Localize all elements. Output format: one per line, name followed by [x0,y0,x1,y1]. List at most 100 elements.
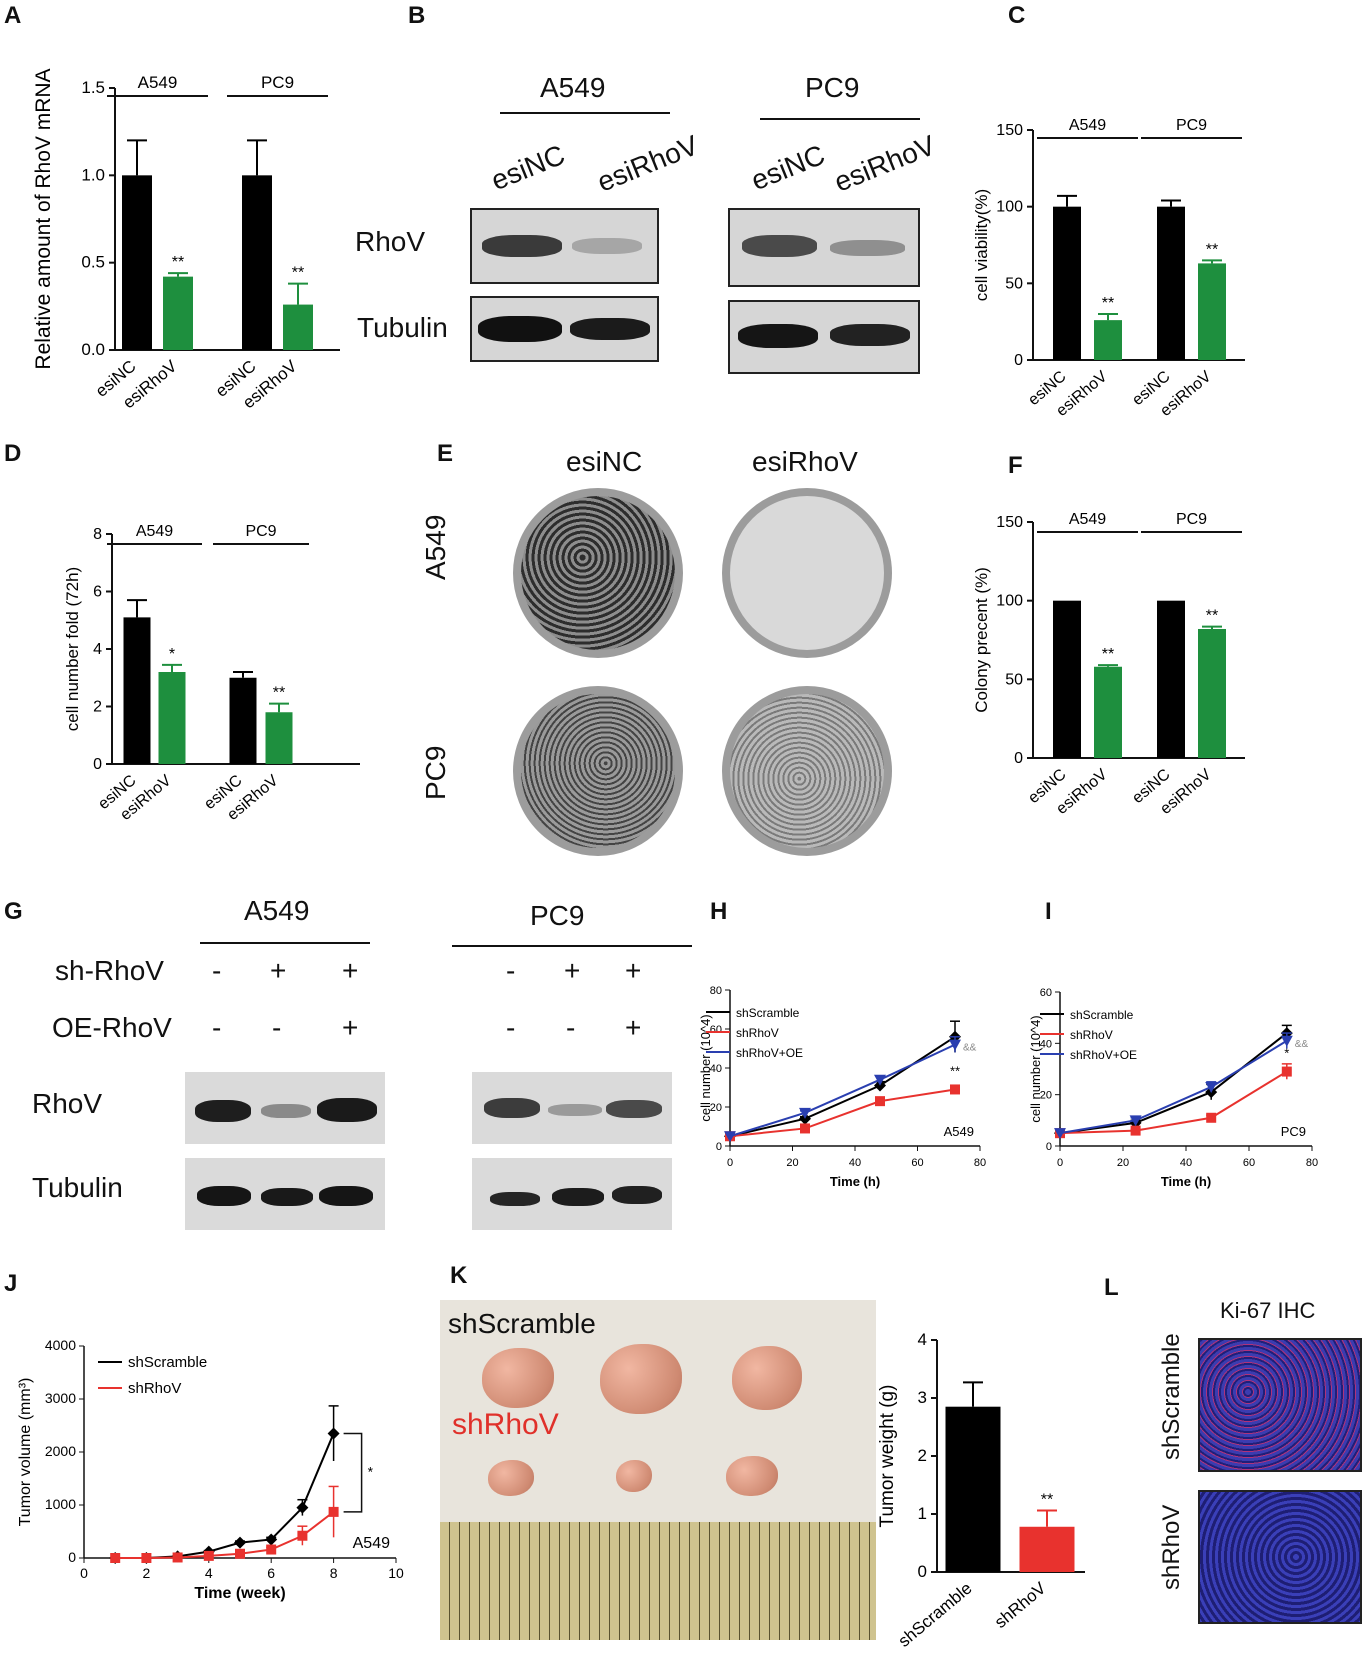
y-tick-label: 150 [996,514,1023,531]
tumor-shrhov-1 [488,1460,534,1496]
tumor-shrhov-2 [616,1460,652,1492]
y-tick-label: 8 [93,526,102,543]
chart-annotation: PC9 [1281,1124,1306,1139]
blot-g-row-tubulin: Tubulin [32,1172,123,1203]
significance-mark: ** [1102,646,1114,663]
legend-label: shRhoV [128,1380,181,1397]
y-tick-label: 150 [996,122,1023,139]
y-axis-label: cell number (10^4) [700,1014,713,1121]
data-point [1130,1125,1141,1136]
panel-letter-c: C [1008,2,1026,29]
data-point [950,1084,960,1095]
y-tick-label: 3 [918,1388,927,1407]
x-tick-label: 60 [911,1157,923,1169]
blot-g-pc9-line [452,945,692,947]
group-label: A549 [1069,511,1106,528]
legend-label: shRhoV [1070,1028,1113,1042]
significance-mark: && [963,1043,977,1054]
blot-g-pc9-sh-1: - [506,955,516,986]
x-tick-label: 4 [205,1565,213,1581]
data-point [235,1548,245,1559]
group-label: A549 [136,523,173,540]
y-axis-label: cell viability(%) [972,189,991,301]
x-tick-label: 0 [727,1157,733,1169]
y-tick-label: 0 [1014,750,1023,767]
plates-e-row-pc9: PC9 [420,745,451,800]
group-label: A549 [138,73,178,92]
y-tick-label: 4 [93,641,102,658]
y-axis-label: cell number fold (72h) [63,567,82,731]
y-tick-label: 100 [996,199,1023,216]
series-line [729,1088,956,1138]
y-tick-label: 40 [1040,1038,1052,1050]
y-tick-label: 1 [918,1504,927,1523]
panel-letter-f: F [1008,452,1023,479]
ihc-l-row-shscramble: shScramble [1158,1333,1185,1460]
x-tick-label: 10 [388,1565,404,1581]
data-point [800,1123,810,1134]
panel-letter-l: L [1104,1274,1119,1301]
bar [283,304,313,350]
series-line [1059,1032,1288,1135]
group-label: PC9 [1176,117,1207,134]
bar [122,175,152,350]
panel-letter-d: D [4,440,22,467]
x-tick-label: 0 [80,1565,88,1581]
blot-b-cell-a549: A549 [540,72,606,103]
blot-g-pc9-oe-1: - [506,1012,516,1043]
tumor-shscramble-1 [482,1348,554,1408]
bar [1053,206,1081,360]
legend-label: shRhoV+OE [736,1046,803,1060]
blot-b-lane-esinc-1: esiNC [486,138,570,197]
blot-b-lane-esirhov-1: esiRhoV [592,129,703,198]
blot-b-pc9-tubulin [728,300,920,374]
blot-g-pc9-sh-3: + [625,955,642,986]
blot-g-a549-tubulin [185,1158,385,1230]
bar [242,175,272,350]
photo-k-label-shrhov: shRhoV [452,1408,559,1441]
blot-b-lane-esirhov-2: esiRhoV [829,129,940,198]
blot-g-pc9-oe-2: - [566,1012,576,1043]
data-point [874,1074,886,1086]
group-label: PC9 [1176,511,1207,528]
ihc-l-shscramble [1198,1338,1362,1472]
y-tick-label: 0 [68,1549,76,1565]
tumor-shrhov-3 [726,1456,778,1496]
y-tick-label: 3000 [45,1390,76,1406]
series-line [115,1511,335,1559]
chart-a-rhov-mrna: 0.0 0.5 1.0 1.5 Relative amount of RhoV mRNA… [32,68,340,412]
data-point [724,1131,736,1143]
blot-b-pc9-line [760,118,920,120]
ruler [440,1522,876,1640]
legend-label: shRhoV+OE [1070,1048,1137,1062]
data-point [799,1107,811,1119]
chart-annotation: A549 [944,1124,974,1139]
panel-letter-h: H [710,898,728,925]
chart-j-tumor-volume: 0 2 4 6 8 10 0 1000 2000 3000 4000 Time (week) Tumor… [17,1337,404,1602]
data-point [949,1039,961,1051]
bar [1019,1526,1075,1572]
legend-label: shRhoV [736,1026,779,1040]
x-tick-label: 20 [786,1157,798,1169]
blot-g-a549-sh-2: + [270,955,287,986]
chart-i-growth-pc9: 0 20 40 60 80 0 20 40 60 Time (h) cell number (10^… [1030,987,1318,1189]
panel-letter-i: I [1045,898,1052,925]
bar [1157,600,1185,758]
blot-b-row-tubulin: Tubulin [357,312,448,343]
y-tick-label: 1.0 [81,165,105,184]
group-label: A549 [1069,117,1106,134]
photo-k-tumors: shScramble shRhoV [440,1300,876,1640]
bar [1053,600,1081,758]
x-tick-label: 40 [849,1157,861,1169]
blot-b-cell-pc9: PC9 [805,72,860,103]
panel-letter-b: B [408,2,426,29]
x-axis-label: Time (h) [830,1174,880,1189]
significance-bracket [343,1432,363,1513]
blot-g-a549-sh-3: + [342,955,359,986]
panel-letter-a: A [4,2,22,29]
bar [1094,320,1122,360]
blot-g-pc9-rhov [472,1072,672,1144]
